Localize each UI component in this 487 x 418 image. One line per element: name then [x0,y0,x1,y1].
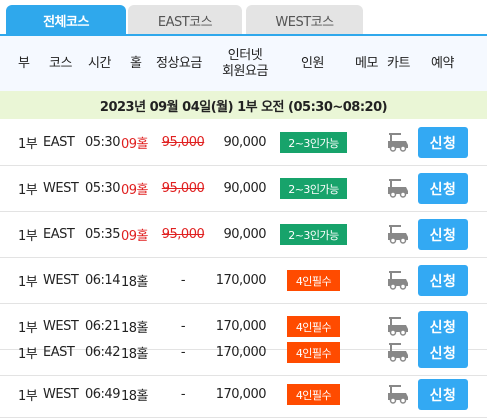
golf-cart-icon [388,179,408,198]
row-net-price: 90,000 [223,227,267,242]
row-net-price: 170,000 [215,387,267,402]
row-regular-price: - [180,319,186,334]
date-session-band: 2023년 09월 04일(월) 1부 오전 (05:30~08:20) [0,91,487,119]
table-row: 1부 EAST 05:35 09홀 95,000 90,000 2~3인가능 신… [0,212,487,258]
row-part: 1부 [18,389,38,404]
row-time: 05:30 [85,135,120,150]
row-time: 05:35 [85,227,120,242]
row-part: 1부 [18,347,38,362]
header-course: 코스 [49,55,72,71]
row-net-price: 170,000 [215,345,267,360]
row-regular-price: 95,000 [161,135,205,150]
table-row: 1부 WEST 06:14 18홀 - 170,000 4인필수 신청 [0,258,487,304]
golf-cart-icon [388,225,408,244]
row-part: 1부 [18,137,38,152]
table-row: 1부 WEST 06:21 18홀 - 170,000 4인필수 신청 [0,304,487,350]
tab-underline [0,34,487,36]
golf-cart-icon [388,343,408,362]
row-part: 1부 [18,229,38,244]
people-badge: 2~3인가능 [280,224,347,245]
header-cart: 카트 [387,55,410,71]
header-people: 인원 [301,55,324,71]
row-time: 06:14 [85,273,120,288]
golf-cart-icon [388,133,408,152]
table-row: 1부 WEST 05:30 09홀 95,000 90,000 2~3인가능 신… [0,166,487,212]
reserve-button[interactable]: 신청 [418,219,468,250]
row-course: WEST [43,181,79,196]
header-price: 정상요금 [156,55,202,71]
table-row: 1부 EAST 06:42 18홀 - 170,000 4인필수 신청 [0,330,487,376]
header-hole: 홀 [130,55,142,71]
row-net-price: 170,000 [215,273,267,288]
row-time: 06:21 [85,319,120,334]
header-memo: 메모 [355,55,378,71]
row-hole: 18홀 [121,389,149,404]
people-badge: 2~3인가능 [280,132,347,153]
row-regular-price: 95,000 [161,227,205,242]
tab-west-course[interactable]: WEST코스 [246,5,363,35]
row-regular-price: - [180,273,186,288]
people-badge: 4인필수 [287,270,340,291]
row-course: EAST [43,227,75,242]
row-part: 1부 [18,275,38,290]
course-tabs: 전체코스 EAST코스 WEST코스 [0,0,487,36]
tab-all-courses[interactable]: 전체코스 [6,5,126,35]
header-net-price-line1: 인터넷 [227,47,263,63]
golf-cart-icon [388,271,408,290]
header-part: 부 [18,55,30,71]
row-time: 06:42 [85,345,120,360]
row-hole: 09홀 [121,137,149,152]
row-hole: 09홀 [121,183,149,198]
people-badge: 4인필수 [287,384,340,405]
row-net-price: 90,000 [223,181,267,196]
golf-cart-icon [388,317,408,336]
row-regular-price: - [180,345,186,360]
row-hole: 18홀 [121,321,149,336]
header-reserve: 예약 [431,55,454,71]
row-course: WEST [43,387,79,402]
header-net-price: 인터넷 회원요금 [219,36,271,91]
reserve-button[interactable]: 신청 [418,265,468,296]
table-header: 부 코스 시간 홀 정상요금 인터넷 회원요금 인원 메모 카트 예약 [0,36,487,91]
reserve-button[interactable]: 신청 [418,127,468,158]
row-part: 1부 [18,183,38,198]
people-badge: 2~3인가능 [280,178,347,199]
reserve-button[interactable]: 신청 [418,379,468,410]
table-row: 1부 EAST 05:30 09홀 95,000 90,000 2~3인가능 신… [0,120,487,166]
row-regular-price: - [180,387,186,402]
row-time: 05:30 [85,181,120,196]
people-badge: 4인필수 [287,342,340,363]
row-time: 06:49 [85,387,120,402]
table-row: 1부 WEST 06:49 18홀 - 170,000 4인필수 신청 [0,372,487,418]
row-hole: 18홀 [121,347,149,362]
row-course: WEST [43,273,79,288]
header-time: 시간 [88,55,111,71]
row-net-price: 170,000 [215,319,267,334]
reserve-button[interactable]: 신청 [418,311,468,342]
row-hole: 18홀 [121,275,149,290]
golf-cart-icon [388,385,408,404]
row-course: EAST [43,135,75,150]
row-net-price: 90,000 [223,135,267,150]
row-course: EAST [43,345,75,360]
people-badge: 4인필수 [287,316,340,337]
row-course: WEST [43,319,79,334]
reserve-button[interactable]: 신청 [418,337,468,368]
tab-east-course[interactable]: EAST코스 [128,5,242,35]
row-part: 1부 [18,321,38,336]
row-regular-price: 95,000 [161,181,205,196]
reserve-button[interactable]: 신청 [418,173,468,204]
header-net-price-line2: 회원요금 [222,63,268,79]
row-hole: 09홀 [121,229,149,244]
